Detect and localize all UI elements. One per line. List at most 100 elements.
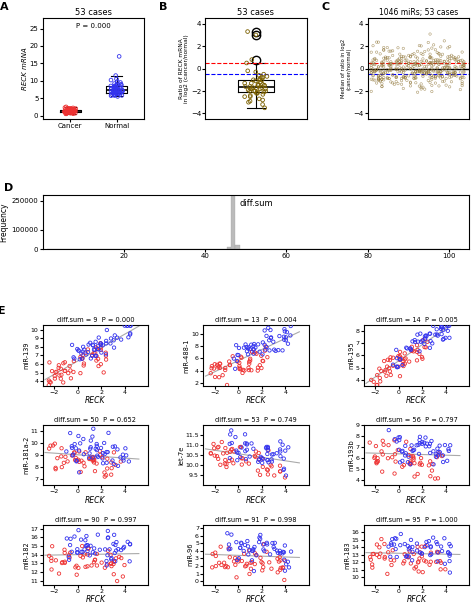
Point (411, 335, 419, 345)
Point (369, 41, 377, 51)
Point (255, 81, 262, 90)
Point (405, 552, 412, 562)
Point (256, 347, 264, 356)
Point (409, 446, 416, 456)
Point (407, 459, 414, 469)
Point (447, 440, 454, 450)
Point (119, 543, 127, 553)
Point (458, 71, 466, 80)
Point (280, 332, 288, 341)
Point (385, 59, 393, 69)
Point (262, 345, 269, 355)
Point (96, 545, 104, 555)
Point (426, 78, 434, 87)
Point (442, 66, 450, 75)
Point (381, 552, 389, 562)
Point (232, 432, 239, 442)
Point (113, 576, 121, 586)
Point (374, 74, 382, 84)
Point (263, 331, 270, 341)
Point (426, 69, 434, 79)
Point (90, 557, 98, 567)
Point (446, 64, 454, 74)
Y-axis label: miR-139: miR-139 (23, 342, 29, 369)
Point (419, 64, 427, 74)
Point (247, 340, 255, 350)
Point (126, 539, 134, 549)
Point (109, 456, 116, 466)
Point (395, 432, 402, 442)
Point (373, 380, 381, 390)
Point (393, 362, 401, 371)
Point (416, 347, 423, 356)
Point (409, 68, 416, 78)
Point (369, 549, 376, 559)
Point (447, 77, 455, 87)
Point (69, 105, 76, 115)
Point (51, 371, 58, 381)
Point (111, 90, 118, 99)
Point (382, 54, 389, 63)
Point (404, 457, 411, 467)
Point (399, 462, 406, 472)
Point (402, 449, 410, 458)
Point (69, 107, 76, 116)
Point (427, 456, 434, 466)
Point (380, 45, 388, 55)
Point (93, 441, 100, 450)
Point (392, 534, 400, 543)
Point (419, 336, 426, 346)
Point (426, 343, 434, 353)
Y-axis label: miR-96: miR-96 (188, 543, 193, 566)
Point (217, 460, 224, 470)
Point (267, 325, 274, 335)
Point (87, 453, 94, 463)
Point (84, 347, 92, 357)
X-axis label: RECK: RECK (85, 496, 106, 505)
Point (369, 75, 377, 84)
Point (436, 441, 443, 450)
Point (445, 548, 452, 558)
Point (442, 564, 449, 574)
Point (398, 64, 405, 74)
Y-axis label: RECK mRNA: RECK mRNA (22, 47, 28, 90)
Point (81, 461, 88, 471)
Point (69, 109, 77, 118)
Point (62, 107, 69, 116)
Point (97, 359, 105, 369)
Point (260, 87, 268, 97)
Point (108, 458, 115, 467)
Point (114, 86, 121, 96)
Point (444, 43, 452, 52)
Point (460, 57, 468, 66)
Point (409, 68, 416, 78)
Point (392, 72, 400, 81)
Point (374, 74, 382, 83)
Point (366, 552, 374, 562)
Point (93, 439, 100, 449)
Point (435, 55, 443, 65)
Point (456, 74, 464, 84)
Point (76, 438, 84, 448)
Point (456, 73, 464, 83)
Point (52, 464, 59, 474)
Point (254, 89, 261, 98)
Point (394, 60, 402, 69)
Point (65, 555, 73, 564)
Point (287, 321, 294, 331)
Point (243, 346, 251, 356)
Point (403, 63, 410, 72)
Point (387, 59, 395, 69)
Point (439, 77, 447, 86)
Point (240, 549, 248, 558)
Point (444, 62, 452, 72)
Point (423, 69, 430, 78)
Point (266, 346, 273, 355)
Point (249, 546, 257, 555)
Point (62, 102, 70, 112)
Point (380, 54, 388, 63)
Point (98, 348, 105, 358)
Point (389, 70, 396, 80)
Point (378, 467, 386, 476)
Point (425, 45, 432, 55)
